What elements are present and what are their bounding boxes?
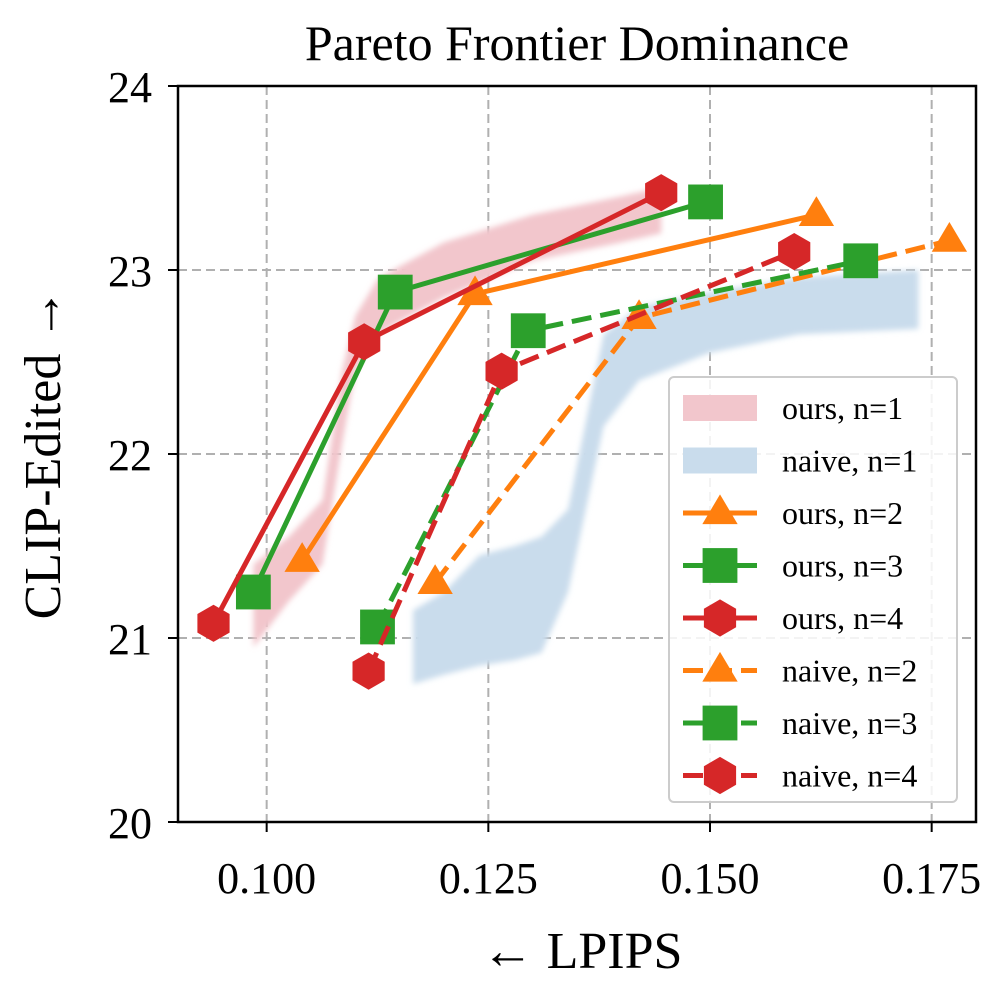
series-ours-n-2: [284, 196, 835, 572]
legend-marker: [702, 494, 738, 525]
legend-label: naive, n=4: [782, 758, 917, 794]
data-point: [688, 184, 723, 220]
x-tick-label: 0.175: [882, 854, 981, 903]
legend-marker: [703, 756, 737, 795]
legend-label: naive, n=1: [782, 443, 917, 479]
x-tick-label: 0.150: [661, 854, 760, 903]
legend-label: ours, n=3: [782, 548, 903, 584]
data-point: [645, 174, 678, 212]
legend-label: naive, n=2: [782, 653, 917, 689]
legend-label: naive, n=3: [782, 705, 917, 741]
tick-layer: 0.100 0.125 0.150 0.175 20 21 22 23 24: [108, 63, 981, 903]
legend-item-naive-n-3: naive, n=3: [683, 705, 917, 741]
series-ours-n-3: [235, 184, 723, 610]
legend-marker: [702, 548, 738, 583]
data-point: [485, 352, 518, 390]
legend-item-ours-n-3: ours, n=3: [683, 548, 903, 584]
data-point: [843, 243, 879, 279]
legend-marker: [702, 705, 738, 741]
series-layer: [197, 174, 968, 690]
series-naive-n-3: [360, 243, 879, 645]
legend-item-ours-n-4: ours, n=4: [683, 599, 903, 637]
legend-item-naive-n-1: naive, n=1: [683, 443, 917, 479]
legend-item-naive-n-4: naive, n=4: [683, 756, 917, 795]
band-ours-n-1: [253, 187, 662, 648]
data-point: [377, 274, 413, 310]
legend-frame: [668, 376, 958, 803]
data-point: [235, 574, 271, 610]
band-layer: [253, 187, 919, 684]
data-point: [284, 542, 320, 572]
series-naive-n-4: [352, 233, 811, 690]
legend-label: ours, n=4: [782, 600, 903, 636]
y-tick-label: 23: [108, 247, 152, 296]
data-point: [931, 221, 968, 252]
y-tick-label: 22: [108, 431, 152, 480]
x-axis-label: ← LPIPS: [482, 923, 683, 980]
chart-title: Pareto Frontier Dominance: [305, 15, 849, 71]
data-point: [348, 323, 381, 361]
legend-label: ours, n=2: [782, 495, 903, 531]
legend-swatch: [683, 447, 757, 474]
legend-item-ours-n-2: ours, n=2: [683, 494, 903, 531]
legend-marker: [702, 651, 738, 682]
data-point: [510, 313, 546, 349]
x-tick-label: 0.100: [217, 854, 316, 903]
y-tick-label: 24: [108, 63, 152, 112]
legend-item-naive-n-2: naive, n=2: [683, 651, 917, 689]
data-point: [778, 233, 811, 271]
legend: ours, n=1 naive, n=1 ours, n=2 ours, n=3 our…: [668, 376, 958, 803]
y-tick-label: 20: [108, 799, 152, 848]
series-ours-n-4: [197, 174, 678, 642]
legend-label: ours, n=1: [782, 390, 903, 426]
data-point: [417, 564, 453, 594]
data-point: [457, 275, 493, 306]
legend-swatch: [683, 395, 757, 421]
legend-marker: [703, 599, 737, 637]
x-tick-label: 0.125: [439, 854, 538, 903]
data-point: [798, 196, 835, 226]
legend-item-ours-n-1: ours, n=1: [683, 390, 903, 426]
data-point: [197, 604, 230, 642]
band-naive-n-1: [413, 270, 919, 684]
data-point: [352, 652, 385, 690]
y-axis-label: CLIP-Edited →: [15, 289, 72, 620]
y-tick-label: 21: [108, 615, 152, 664]
